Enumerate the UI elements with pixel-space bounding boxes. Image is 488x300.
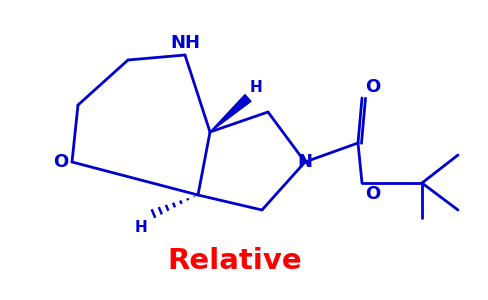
- Text: Relative: Relative: [168, 247, 302, 275]
- Text: N: N: [298, 153, 312, 171]
- Text: O: O: [365, 185, 380, 203]
- Text: O: O: [53, 153, 68, 171]
- Polygon shape: [210, 94, 251, 132]
- Text: H: H: [134, 220, 147, 235]
- Text: O: O: [365, 78, 380, 96]
- Text: NH: NH: [170, 34, 200, 52]
- Text: H: H: [250, 80, 263, 95]
